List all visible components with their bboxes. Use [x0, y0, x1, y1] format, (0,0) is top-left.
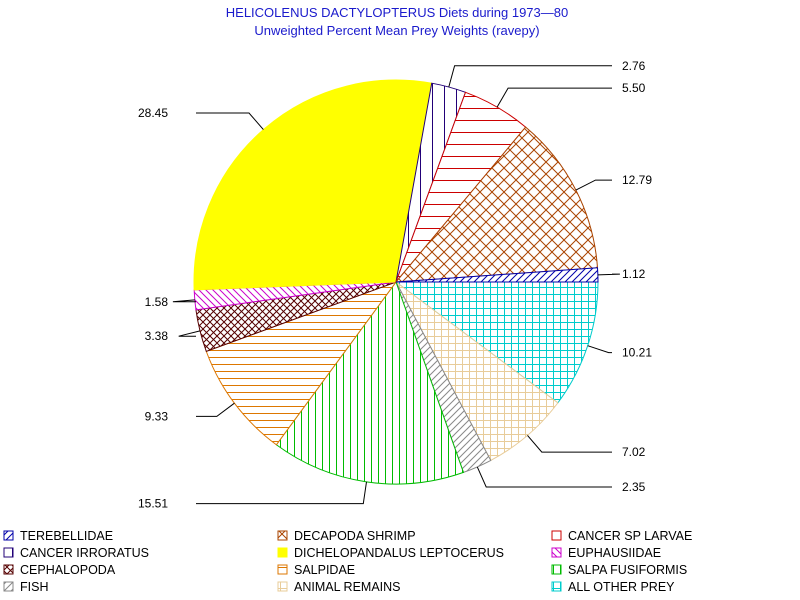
data-label-cancer-sp-larvae: 5.50: [622, 81, 646, 95]
legend-item-dichelopandalus-leptocerus: DICHELOPANDALUS LEPTOCERUS: [277, 546, 504, 560]
data-label-fish: 2.35: [622, 480, 646, 494]
legend-item-salpa-fusiformis: SALPA FUSIFORMIS: [551, 563, 687, 577]
legend-label-decapoda-shrimp: DECAPODA SHRIMP: [294, 529, 416, 543]
legend-label-cephalopoda: CEPHALOPODA: [20, 563, 116, 577]
slice-salpa-fusiformis: [275, 280, 465, 485]
legend-swatch-salpa-fusiformis: [551, 564, 562, 575]
slice-decapoda-shrimp: [394, 126, 599, 283]
leader-line-dichelopandalus-leptocerus: [196, 112, 264, 130]
legend-item-cancer-irroratus: CANCER IRRORATUS: [3, 546, 149, 560]
legend-item-decapoda-shrimp: DECAPODA SHRIMP: [277, 529, 416, 543]
legend-item-all-other-prey: ALL OTHER PREY: [551, 580, 675, 594]
data-label-terebellidae: 1.12: [622, 267, 646, 281]
chart-subtitle: Unweighted Percent Mean Prey Weights (ra…: [254, 23, 539, 38]
slice-labels: 10.21 7.02 2.35 15.51 9.33 3.38 1.58 28.45 2.76 5…: [138, 59, 652, 511]
legend-swatch-animal-remains: [277, 581, 288, 592]
legend-label-all-other-prey: ALL OTHER PREY: [568, 580, 675, 594]
legend-swatch-fish: [3, 581, 14, 592]
data-label-euphausiidae: 1.58: [145, 295, 169, 309]
legend-label-cancer-irroratus: CANCER IRRORATUS: [20, 546, 149, 560]
slice-salpidae: [205, 280, 398, 446]
legend-swatch-all-other-prey: [551, 581, 562, 592]
legend-item-fish: FISH: [3, 580, 48, 594]
data-label-cancer-irroratus: 2.76: [622, 59, 646, 73]
leader-line-euphausiidae: [172, 299, 196, 303]
legend-label-cancer-sp-larvae: CANCER SP LARVAE: [568, 529, 692, 543]
data-label-animal-remains: 7.02: [622, 445, 646, 459]
legend-item-cancer-sp-larvae: CANCER SP LARVAE: [551, 529, 692, 543]
legend-item-animal-remains: ANIMAL REMAINS: [277, 580, 401, 594]
chart-title: HELICOLENUS DACTYLOPTERUS Diets during 1…: [226, 5, 568, 20]
leader-line-all-other-prey: [587, 345, 612, 354]
legend-label-dichelopandalus-leptocerus: DICHELOPANDALUS LEPTOCERUS: [294, 546, 504, 560]
data-label-dichelopandalus-leptocerus: 28.45: [138, 106, 168, 120]
leader-line-salpa-fusiformis: [196, 481, 367, 505]
slice-all-other-prey: [394, 281, 599, 404]
legend-item-euphausiidae: EUPHAUSIIDAE: [551, 546, 661, 560]
data-label-salpidae: 9.33: [145, 409, 169, 423]
leader-line-decapoda-shrimp: [575, 179, 612, 191]
pie-slices: [193, 79, 599, 485]
legend-item-salpidae: SALPIDAE: [277, 563, 355, 577]
legend-swatch-decapoda-shrimp: [277, 530, 288, 541]
leader-line-salpidae: [196, 402, 235, 417]
leader-line-cancer-sp-larvae: [496, 87, 612, 108]
data-label-salpa-fusiformis: 15.51: [138, 497, 168, 511]
data-label-all-other-prey: 10.21: [622, 346, 652, 360]
legend-swatch-salpidae: [277, 564, 288, 575]
legend-swatch-terebellidae: [3, 530, 14, 541]
legend-label-salpa-fusiformis: SALPA FUSIFORMIS: [568, 563, 687, 577]
legend-swatch-dichelopandalus-leptocerus: [277, 547, 288, 558]
legend-label-salpidae: SALPIDAE: [294, 563, 355, 577]
legend-swatch-cephalopoda: [3, 564, 14, 575]
data-label-decapoda-shrimp: 12.79: [622, 173, 652, 187]
leader-line-animal-remains: [527, 435, 612, 453]
slice-dichelopandalus-leptocerus: [193, 79, 433, 291]
legend-label-terebellidae: TEREBELLIDAE: [20, 529, 113, 543]
leader-line-cancer-irroratus: [448, 65, 612, 88]
legend: TEREBELLIDAE CANCER IRRORATUS CEPHALOPODA F…: [3, 529, 692, 594]
slice-terebellidae: [395, 267, 599, 283]
legend-swatch-cancer-irroratus: [3, 547, 14, 558]
legend-swatch-euphausiidae: [551, 547, 562, 558]
legend-swatch-cancer-sp-larvae: [551, 530, 562, 541]
legend-item-cephalopoda: CEPHALOPODA: [3, 563, 116, 577]
legend-label-animal-remains: ANIMAL REMAINS: [294, 580, 401, 594]
leader-line-terebellidae: [597, 273, 620, 276]
legend-item-terebellidae: TEREBELLIDAE: [3, 529, 113, 543]
legend-label-euphausiidae: EUPHAUSIIDAE: [568, 546, 661, 560]
legend-label-fish: FISH: [20, 580, 48, 594]
data-label-cephalopoda: 3.38: [145, 329, 169, 343]
leader-line-fish: [476, 466, 612, 488]
leader-line-cephalopoda: [178, 330, 201, 337]
